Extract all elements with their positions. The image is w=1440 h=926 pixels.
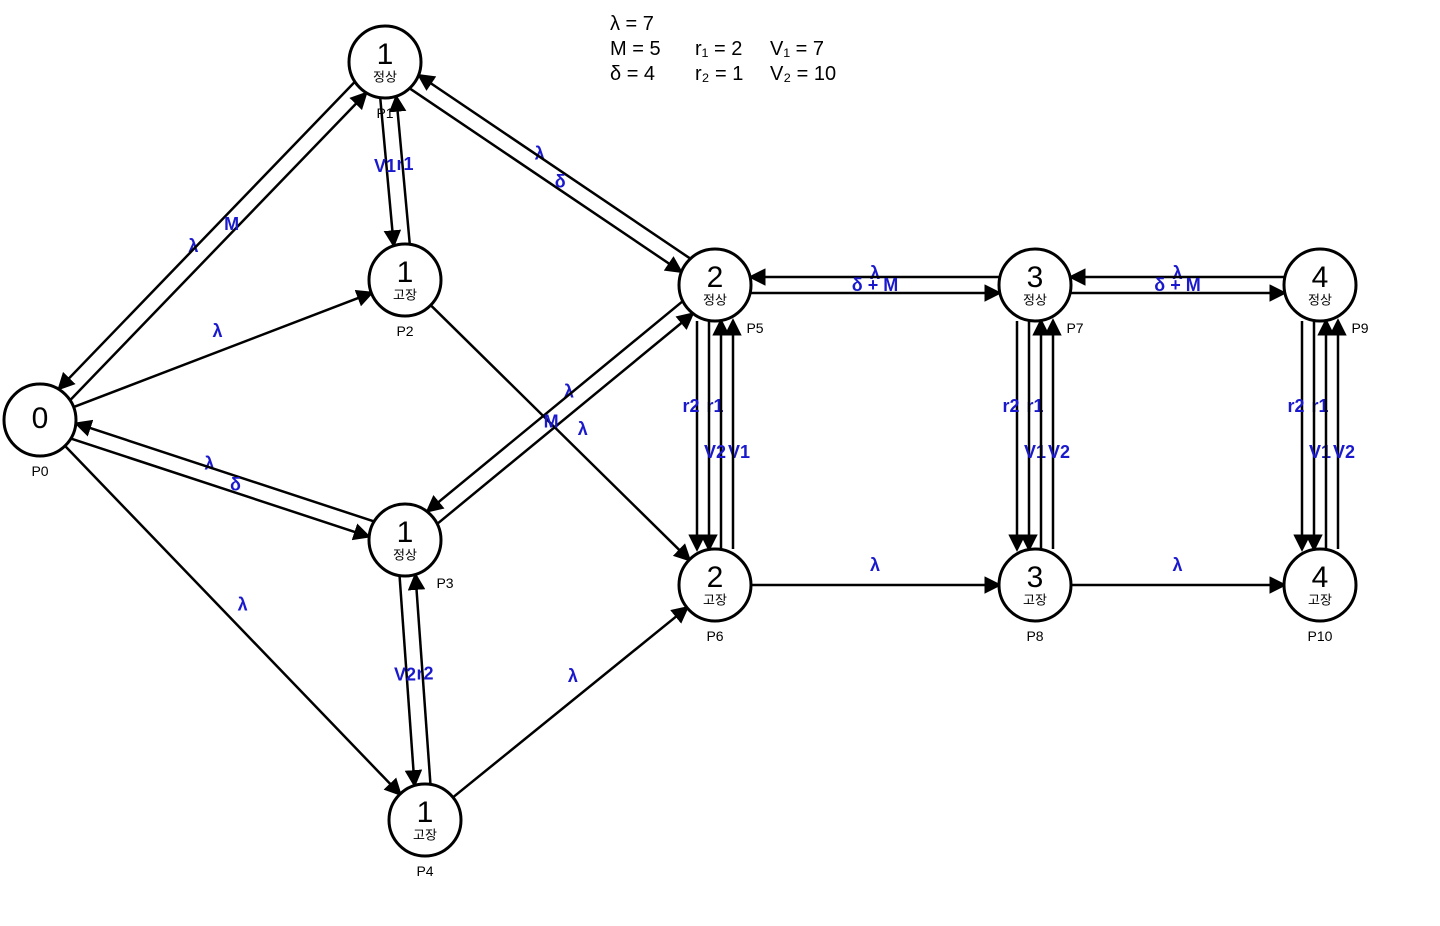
node-p5-sublabel: 정상 [703, 292, 727, 307]
node-p1: 1정상 P1 [349, 26, 421, 121]
node-p10-sublabel: 고장 [1308, 592, 1332, 607]
node-p8: 3고장 P8 [999, 549, 1071, 644]
node-p4-sublabel: 고장 [413, 827, 437, 842]
node-p2: 1고장 P2 [369, 244, 441, 339]
node-p5-number: 2 [707, 261, 724, 294]
edge-label-p7-p5: δ + M [852, 275, 898, 295]
edge-p2-p6 [431, 305, 690, 560]
node-p3-plabel: P3 [436, 575, 453, 591]
node-p8-plabel: P8 [1026, 628, 1043, 644]
node-p9-plabel: P9 [1351, 320, 1368, 336]
edge-label-p0-p4: λ [238, 594, 248, 614]
edge-label-p6-p5: V1 [728, 442, 750, 462]
edge-label-p5-p6: r2 [682, 396, 699, 416]
edge-p5-p3 [428, 302, 682, 511]
edge-label-p5-p1: δ [555, 172, 566, 192]
edge-label-p9-p10: r2 [1287, 396, 1304, 416]
edge-p3-p5 [438, 314, 692, 523]
edge-p0-p4 [65, 446, 400, 794]
node-p5-plabel: P5 [746, 320, 763, 336]
edge-label-p4-p3: V2 [394, 665, 416, 685]
node-p7-plabel: P7 [1066, 320, 1083, 336]
edge-label-p7-p8: r2 [1002, 396, 1019, 416]
parameter-legend: λ = 7 M = 5 δ = 4 r₁ = 2 r₂ = 1 V₁ = 7 V₂ = 10 [610, 13, 836, 85]
param-line-0: λ = 7 [610, 13, 654, 35]
node-p4-plabel: P4 [416, 863, 433, 879]
param-line-4: r₂ = 1 [695, 63, 743, 85]
edge-p0-p3 [72, 439, 369, 537]
node-p7-sublabel: 정상 [1023, 292, 1047, 307]
node-p10-plabel: P10 [1308, 628, 1333, 644]
node-p0-number: 0 [32, 402, 49, 435]
edge-label-p5-p3: M [544, 412, 559, 432]
edge-label-p4-p6: λ [568, 666, 578, 686]
node-p2-plabel: P2 [396, 323, 413, 339]
node-p10-number: 4 [1312, 561, 1329, 594]
edge-label-p10-p9: V2 [1333, 442, 1355, 462]
edge-label-p2-p1: V1 [374, 156, 396, 176]
edge-label-p2-p6: λ [578, 419, 588, 439]
node-p6: 2고장 P6 [679, 549, 751, 644]
node-p1-number: 1 [377, 38, 394, 71]
edge-label-p6-p8: λ [870, 555, 880, 575]
node-p1-sublabel: 정상 [373, 69, 397, 84]
edge-p5-p1 [419, 76, 689, 259]
node-p3-number: 1 [397, 516, 414, 549]
edge-label-p9-p7: δ + M [1154, 275, 1200, 295]
param-line-2: δ = 4 [610, 63, 655, 85]
state-diagram: λMλλδλr1V1r2V2λδλλMλr1r2V1V2λδ + Mλr1r2V… [0, 0, 1440, 926]
edge-label-p8-p10: λ [1172, 555, 1182, 575]
node-p9-number: 4 [1312, 261, 1329, 294]
edge-p1-p0 [59, 82, 354, 388]
node-p6-sublabel: 고장 [703, 592, 727, 607]
node-p4: 1고장 P4 [389, 784, 461, 879]
param-line-5: V₁ = 7 [770, 38, 824, 60]
edge-label-p10-p9: V1 [1309, 442, 1331, 462]
node-p2-sublabel: 고장 [393, 287, 417, 302]
node-p10: 4고장 P10 [1284, 549, 1356, 644]
node-p8-sublabel: 고장 [1023, 592, 1047, 607]
node-p2-number: 1 [397, 256, 414, 289]
node-p6-plabel: P6 [706, 628, 723, 644]
node-p7-number: 3 [1027, 261, 1044, 294]
edge-label-p6-p5: V2 [704, 442, 726, 462]
edge-label-p8-p7: V1 [1024, 442, 1046, 462]
edge-label-p8-p7: V2 [1048, 442, 1070, 462]
edge-label-p3-p0: δ [230, 475, 241, 495]
edges-layer: λMλλδλr1V1r2V2λδλλMλr1r2V1V2λδ + Mλr1r2V… [59, 76, 1355, 798]
edge-p0-p1 [71, 94, 366, 400]
node-p1-plabel: P1 [376, 105, 393, 121]
edge-p1-p5 [410, 89, 680, 272]
edge-label-p0-p2: λ [212, 321, 222, 341]
node-p3-sublabel: 정상 [393, 547, 417, 562]
edge-label-p0-p3: λ [204, 453, 214, 473]
node-p0-plabel: P0 [31, 463, 48, 479]
node-p6-number: 2 [707, 561, 724, 594]
param-line-3: r₁ = 2 [695, 38, 742, 60]
edge-p3-p0 [77, 424, 374, 522]
edge-label-p3-p4: r2 [416, 663, 433, 683]
node-p3: 1정상 P3 [369, 504, 454, 591]
edge-p4-p6 [453, 608, 687, 798]
edge-label-p1-p2: r1 [396, 154, 413, 174]
edge-label-p1-p0: M [224, 214, 239, 234]
node-p9-sublabel: 정상 [1308, 292, 1332, 307]
node-p8-number: 3 [1027, 561, 1044, 594]
param-line-6: V₂ = 10 [770, 63, 836, 85]
param-line-1: M = 5 [610, 38, 661, 60]
node-p4-number: 1 [417, 796, 434, 829]
node-p0: 0 P0 [4, 384, 76, 479]
